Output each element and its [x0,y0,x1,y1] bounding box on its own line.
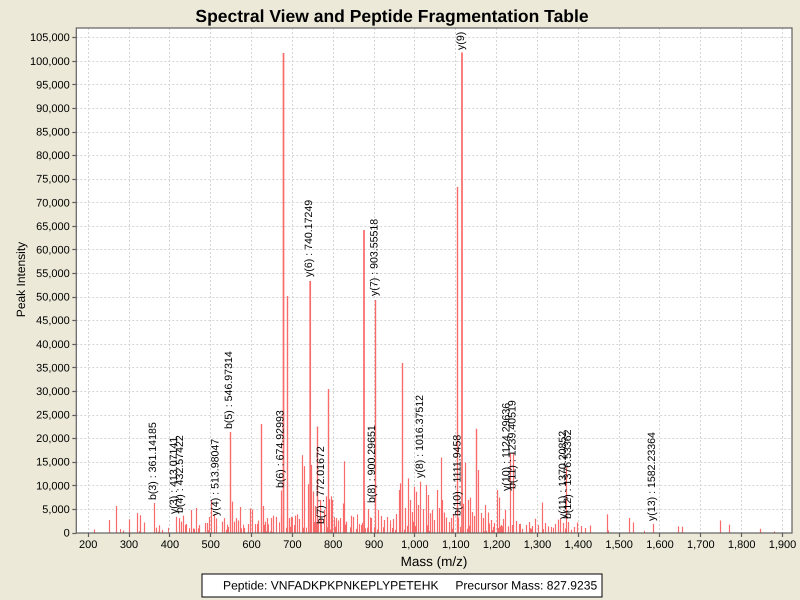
svg-text:35,000: 35,000 [36,362,70,374]
svg-text:1,000: 1,000 [401,539,429,551]
svg-text:y(8) : 1016.37512: y(8) : 1016.37512 [414,395,426,478]
svg-text:70,000: 70,000 [36,197,70,209]
svg-text:200: 200 [79,539,97,551]
svg-text:1,800: 1,800 [728,539,756,551]
svg-text:Mass (m/z): Mass (m/z) [401,554,468,569]
svg-text:100,000: 100,000 [30,56,70,68]
svg-text:b(8) : 900.29651: b(8) : 900.29651 [366,425,378,503]
svg-text:90,000: 90,000 [36,103,70,115]
svg-text:75,000: 75,000 [36,174,70,186]
svg-text:y(7) : 903.55518: y(7) : 903.55518 [369,219,381,296]
svg-text:Peptide: VNFADKPKPNKEPLYPETEHK: Peptide: VNFADKPKPNKEPLYPETEHK Precursor… [223,579,597,593]
svg-text:30,000: 30,000 [36,386,70,398]
svg-text:600: 600 [242,539,260,551]
svg-text:y(13) : 1582.23364: y(13) : 1582.23364 [646,432,658,521]
svg-text:1,700: 1,700 [687,539,715,551]
svg-text:5,000: 5,000 [42,504,70,516]
svg-text:300: 300 [120,539,138,551]
svg-text:y(4) : 513.98047: y(4) : 513.98047 [209,439,221,516]
svg-text:700: 700 [283,539,301,551]
svg-text:40,000: 40,000 [36,339,70,351]
svg-text:b(3) : 361.14185: b(3) : 361.14185 [147,422,159,500]
svg-text:b(10) : 1111.9458: b(10) : 1111.9458 [452,435,464,516]
svg-text:b(11) : 1239.40519: b(11) : 1239.40519 [507,400,519,489]
svg-text:1,300: 1,300 [524,539,552,551]
svg-text:b(12) : 1376.53362: b(12) : 1376.53362 [562,429,574,519]
svg-text:500: 500 [202,539,220,551]
svg-text:80,000: 80,000 [36,150,70,162]
svg-text:b(6) : 674.92993: b(6) : 674.92993 [275,410,287,488]
svg-text:y(3) : 413.07141: y(3) : 413.07141 [168,437,180,514]
svg-text:55,000: 55,000 [36,268,70,280]
svg-text:1,200: 1,200 [483,539,511,551]
svg-text:20,000: 20,000 [36,433,70,445]
svg-text:1,900: 1,900 [769,539,797,551]
svg-text:Peak Intensity: Peak Intensity [14,242,28,317]
svg-text:b(4) : 432.57422: b(4) : 432.57422 [174,435,186,513]
svg-text:0: 0 [64,528,70,540]
svg-text:1,400: 1,400 [565,539,593,551]
svg-text:y(9) : 1115.9458: y(9) : 1115.9458 [455,0,467,50]
svg-text:85,000: 85,000 [36,127,70,139]
svg-text:60,000: 60,000 [36,245,70,257]
svg-text:15,000: 15,000 [36,457,70,469]
svg-text:y(6) : 740.17249: y(6) : 740.17249 [303,200,315,277]
svg-text:y(11) : 1370.20852: y(11) : 1370.20852 [557,431,569,519]
svg-text:65,000: 65,000 [36,221,70,233]
svg-text:45,000: 45,000 [36,315,70,327]
svg-text:800: 800 [324,539,342,551]
svg-text:95,000: 95,000 [36,79,70,91]
svg-text:105,000: 105,000 [30,32,70,44]
svg-text:b(7) : 772.01672: b(7) : 772.01672 [315,446,327,524]
svg-text:1,100: 1,100 [442,539,470,551]
svg-text:y(10) : 1124.29636: y(10) : 1124.29636 [501,403,513,491]
svg-text:10,000: 10,000 [36,480,70,492]
svg-text:1,600: 1,600 [646,539,674,551]
svg-text:1,500: 1,500 [605,539,633,551]
svg-text:400: 400 [161,539,179,551]
svg-text:50,000: 50,000 [36,292,70,304]
svg-text:b(5) : 546.97314: b(5) : 546.97314 [223,351,235,429]
svg-text:25,000: 25,000 [36,410,70,422]
svg-text:Spectral View and Peptide Frag: Spectral View and Peptide Fragmentation … [195,6,588,26]
svg-text:900: 900 [365,539,383,551]
